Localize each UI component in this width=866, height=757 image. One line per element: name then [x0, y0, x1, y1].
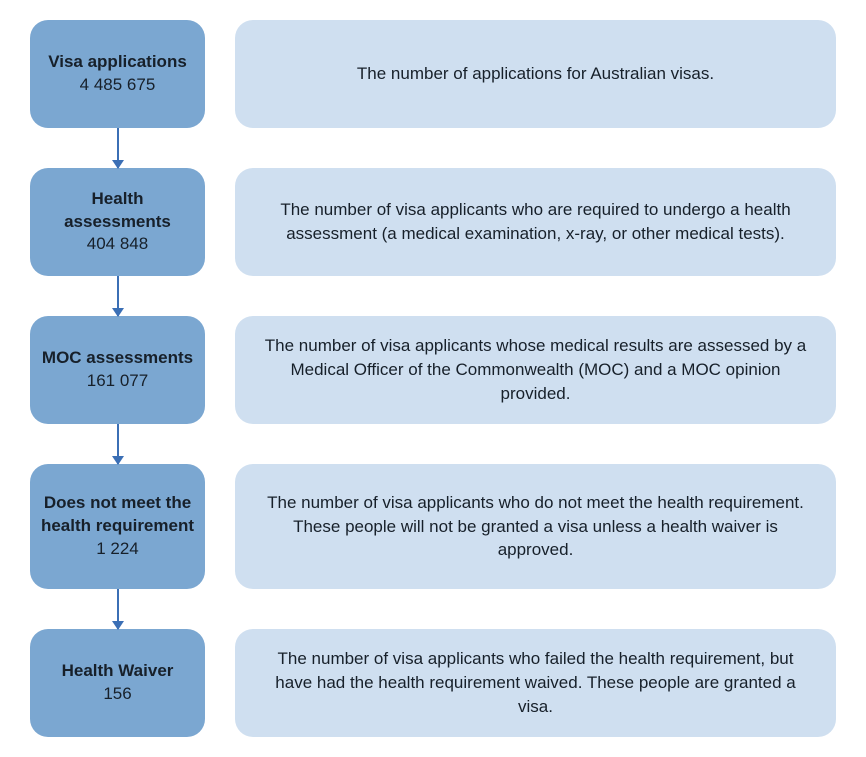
- node-title: Does not meet the health requirement: [40, 492, 195, 538]
- flow-step-4: Does not meet the health requirement 1 2…: [30, 464, 836, 589]
- connector-row: [30, 424, 836, 464]
- arrow-down-icon: [117, 589, 119, 629]
- node-does-not-meet: Does not meet the health requirement 1 2…: [30, 464, 205, 589]
- flowchart: Visa applications 4 485 675 The number o…: [30, 20, 836, 737]
- flow-step-3: MOC assessments 161 077 The number of vi…: [30, 316, 836, 424]
- node-value: 161 077: [87, 370, 148, 393]
- arrow-down-icon: [117, 424, 119, 464]
- arrow-down-icon: [117, 128, 119, 168]
- connector-row: [30, 128, 836, 168]
- desc-health-waiver: The number of visa applicants who failed…: [235, 629, 836, 737]
- connector-row: [30, 276, 836, 316]
- node-title: Visa applications: [48, 51, 187, 74]
- node-title: Health assessments: [40, 188, 195, 234]
- node-title: Health Waiver: [62, 660, 174, 683]
- desc-moc-assessments: The number of visa applicants whose medi…: [235, 316, 836, 424]
- desc-does-not-meet: The number of visa applicants who do not…: [235, 464, 836, 589]
- desc-health-assessments: The number of visa applicants who are re…: [235, 168, 836, 276]
- arrow-wrap: [30, 424, 205, 464]
- node-value: 4 485 675: [80, 74, 156, 97]
- flow-step-1: Visa applications 4 485 675 The number o…: [30, 20, 836, 128]
- connector-row: [30, 589, 836, 629]
- arrow-wrap: [30, 276, 205, 316]
- node-health-assessments: Health assessments 404 848: [30, 168, 205, 276]
- arrow-wrap: [30, 128, 205, 168]
- flow-step-5: Health Waiver 156 The number of visa app…: [30, 629, 836, 737]
- node-value: 1 224: [96, 538, 139, 561]
- node-title: MOC assessments: [42, 347, 193, 370]
- node-visa-applications: Visa applications 4 485 675: [30, 20, 205, 128]
- node-moc-assessments: MOC assessments 161 077: [30, 316, 205, 424]
- node-health-waiver: Health Waiver 156: [30, 629, 205, 737]
- node-value: 404 848: [87, 233, 148, 256]
- flow-step-2: Health assessments 404 848 The number of…: [30, 168, 836, 276]
- node-value: 156: [103, 683, 131, 706]
- desc-visa-applications: The number of applications for Australia…: [235, 20, 836, 128]
- arrow-wrap: [30, 589, 205, 629]
- arrow-down-icon: [117, 276, 119, 316]
